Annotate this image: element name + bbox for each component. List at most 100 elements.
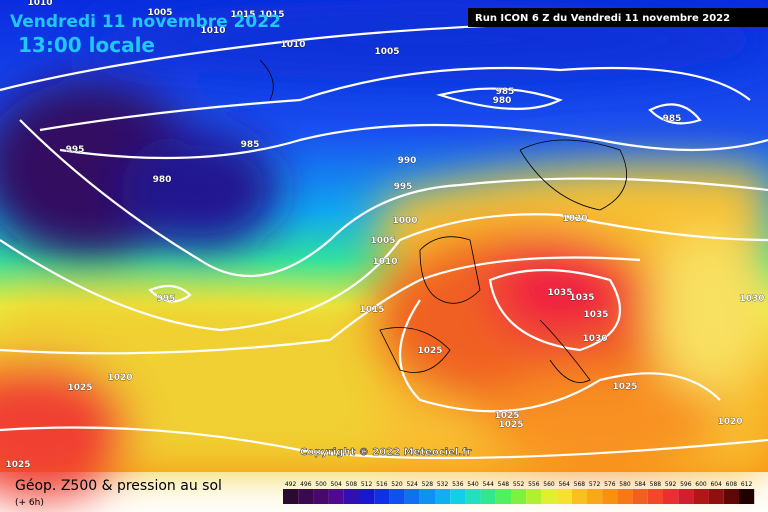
isobar-label: 990 xyxy=(398,156,417,166)
legend-label: 564 xyxy=(558,481,570,488)
legend-label: 580 xyxy=(619,481,631,488)
legend-label: 528 xyxy=(422,481,434,488)
legend-label: 492 xyxy=(285,481,297,488)
legend-swatch xyxy=(723,489,739,504)
legend-label: 608 xyxy=(726,481,738,488)
legend-label: 592 xyxy=(665,481,677,488)
legend-label: 600 xyxy=(695,481,707,488)
legend-label: 568 xyxy=(574,481,586,488)
legend-swatch xyxy=(465,489,481,504)
legend-label: 520 xyxy=(391,481,403,488)
legend-label: 540 xyxy=(467,481,479,488)
run-text: Run ICON 6 Z du Vendredi 11 novembre 202… xyxy=(475,13,730,24)
date-text: Vendredi 11 novembre 2022 xyxy=(10,12,281,32)
legend-label: 588 xyxy=(650,481,662,488)
legend-swatch xyxy=(647,489,663,504)
legend-swatch xyxy=(632,489,648,504)
isobar-label: 1025 xyxy=(494,411,519,421)
isobar-label: 980 xyxy=(493,96,512,106)
legend-swatch xyxy=(678,489,694,504)
isobar-label: 1005 xyxy=(370,236,395,246)
run-box xyxy=(468,8,768,27)
legend-label: 612 xyxy=(741,481,753,488)
isobar-label: 1010 xyxy=(372,257,397,267)
isobar-label: 1000 xyxy=(392,216,417,226)
copyright: Copyright © 2022 Meteociel.fr xyxy=(300,447,471,458)
legend-swatch xyxy=(313,489,329,504)
legend-swatch xyxy=(693,489,709,504)
legend: 492 496 500 504 508 512 516 520 524 528 532 536 540 5… xyxy=(283,481,755,504)
isobar-label: 1030 xyxy=(582,334,607,344)
isobar-label: 995 xyxy=(66,145,85,155)
legend-label: 596 xyxy=(680,481,692,488)
isobar-label: 1005 xyxy=(374,47,399,57)
isobar-label: 995 xyxy=(394,182,413,192)
legend-label: 512 xyxy=(361,481,373,488)
isobar-label: 1025 xyxy=(67,383,92,393)
legend-label: 524 xyxy=(406,481,418,488)
legend-swatch xyxy=(556,489,572,504)
isobar-label: 1020 xyxy=(717,417,742,427)
legend-label: 604 xyxy=(710,481,722,488)
legend-swatch xyxy=(495,489,511,504)
legend-swatch xyxy=(435,489,451,504)
legend-label: 584 xyxy=(634,481,646,488)
legend-label: 576 xyxy=(604,481,616,488)
legend-swatch xyxy=(602,489,618,504)
legend-label: 496 xyxy=(300,481,312,488)
legend-swatch xyxy=(450,489,466,504)
isobar-label: 1015 xyxy=(230,10,255,20)
legend-label: 556 xyxy=(528,481,540,488)
isobar-label: 1035 xyxy=(569,293,594,303)
legend-label: 552 xyxy=(513,481,525,488)
legend-label: 544 xyxy=(482,481,494,488)
legend-swatch xyxy=(526,489,542,504)
legend-swatch xyxy=(419,489,435,504)
isobar-label: 1005 xyxy=(147,8,172,18)
isobar-label: 1020 xyxy=(562,214,587,224)
legend-swatch xyxy=(374,489,390,504)
legend-swatch xyxy=(480,489,496,504)
legend-swatch xyxy=(739,489,755,504)
footer-lead: (+ 6h) xyxy=(15,498,44,508)
isobar-label: 980 xyxy=(153,175,172,185)
legend-label: 504 xyxy=(330,481,342,488)
time-text: 13:00 locale xyxy=(18,33,155,57)
isobar-label: 1025 xyxy=(5,460,30,470)
legend-label: 548 xyxy=(498,481,510,488)
legend-swatch xyxy=(617,489,633,504)
isobars xyxy=(0,18,768,460)
legend-label: 536 xyxy=(452,481,464,488)
legend-swatch xyxy=(663,489,679,504)
legend-swatch xyxy=(298,489,314,504)
legend-swatch xyxy=(343,489,359,504)
legend-swatch xyxy=(541,489,557,504)
isobar-label: 1010 xyxy=(280,40,305,50)
isobar-label: 1010 xyxy=(200,26,225,36)
legend-label: 572 xyxy=(589,481,601,488)
legend-swatch xyxy=(283,489,299,504)
legend-swatch xyxy=(587,489,603,504)
legend-label: 532 xyxy=(437,481,449,488)
isobar-label: 1025 xyxy=(612,382,637,392)
legend-swatch xyxy=(404,489,420,504)
coastlines xyxy=(259,59,628,383)
isobar-label: 1015 xyxy=(359,305,384,315)
isobar-label: 985 xyxy=(496,87,515,97)
isobar-label: 1030 xyxy=(739,294,764,304)
footer-title: Géop. Z500 & pression au sol xyxy=(15,478,222,494)
legend-swatch xyxy=(389,489,405,504)
legend-label: 508 xyxy=(346,481,358,488)
legend-label: 516 xyxy=(376,481,388,488)
isobar-label: 1025 xyxy=(498,420,523,430)
legend-swatch xyxy=(571,489,587,504)
legend-swatch xyxy=(511,489,527,504)
z500-field xyxy=(0,0,768,500)
isobar-label: 985 xyxy=(241,140,260,150)
isobar-label: 1035 xyxy=(583,310,608,320)
legend-swatch xyxy=(708,489,724,504)
isobar-label: 985 xyxy=(663,114,682,124)
isobar-label: 1025 xyxy=(417,346,442,356)
